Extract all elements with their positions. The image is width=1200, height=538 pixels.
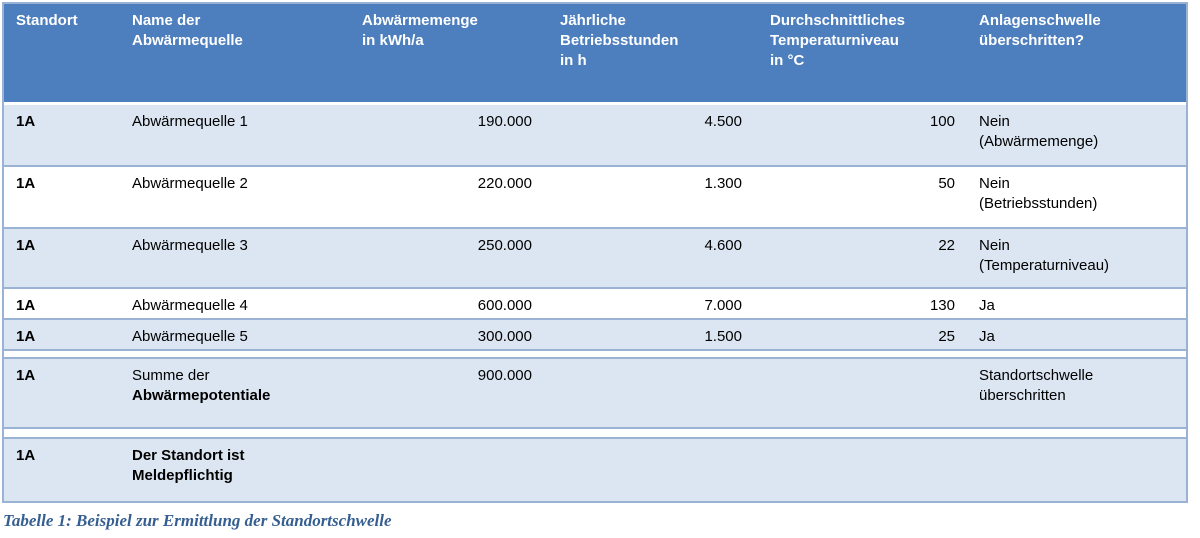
table-row: 1A Abwärmequelle 3 250.000 4.600 22 Nein…: [4, 227, 1186, 287]
cell-stunden: 1.300: [704, 175, 742, 192]
cell-anlagen: Ja: [979, 328, 995, 345]
table-row: 1A Abwärmequelle 4 600.000 7.000 130 Ja: [4, 287, 1186, 318]
cell-name: Abwärmequelle 2: [132, 175, 248, 192]
column-header-betriebsstunden: Jährliche Betriebsstunden in h: [560, 12, 679, 69]
cell-menge: 190.000: [477, 113, 532, 130]
table-caption: Tabelle 1: Beispiel zur Ermittlung der S…: [3, 511, 392, 530]
cell-menge: 250.000: [477, 237, 532, 254]
cell-empty: [350, 439, 548, 501]
cell-stunden: 4.500: [704, 113, 742, 130]
cell-name: Abwärmequelle 3: [132, 237, 248, 254]
cell-standortschwelle-status: Standortschwelle überschritten: [979, 367, 1094, 404]
column-header-name: Name der Abwärmequelle: [132, 12, 243, 49]
cell-name: Abwärmequelle 5: [132, 328, 248, 345]
cell-summe-name: Summe der Abwärmepotentiale: [120, 359, 350, 427]
table-row: 1A Abwärmequelle 5 300.000 1.500 25 Ja: [4, 318, 1186, 349]
cell-empty: [758, 439, 967, 501]
cell-stunden: 1.500: [704, 328, 742, 345]
cell-menge: 220.000: [477, 175, 532, 192]
cell-result-text: Der Standort ist Meldepflichtig: [132, 447, 245, 484]
summe-label-line1: Summe der: [132, 367, 210, 384]
cell-anlagen: Nein (Temperaturniveau): [979, 237, 1110, 274]
cell-empty: [548, 439, 758, 501]
cell-standort: 1A: [16, 297, 36, 314]
table-row: 1A Abwärmequelle 1 190.000 4.500 100 Nei…: [4, 105, 1186, 165]
cell-temp: 25: [938, 328, 955, 345]
cell-temp: 22: [938, 237, 955, 254]
cell-standort: 1A: [16, 328, 36, 345]
cell-standort: 1A: [16, 113, 36, 130]
cell-menge: 600.000: [477, 297, 532, 314]
cell-standort: 1A: [16, 447, 36, 464]
cell-standort: 1A: [16, 175, 36, 192]
cell-summe-menge: 900.000: [477, 367, 532, 384]
summe-label-line2: Abwärmepotentiale: [132, 387, 271, 404]
table-spacer-row: [4, 349, 1186, 357]
table-header-row: Standort Name der Abwärmequelle Abwärmem…: [4, 4, 1186, 105]
column-header-standort: Standort: [16, 12, 78, 29]
table-spacer-row: [4, 427, 1186, 437]
cell-stunden: 4.600: [704, 237, 742, 254]
cell-temp: 50: [938, 175, 955, 192]
column-header-temperaturniveau: Durchschnittliches Temperaturniveau in °…: [770, 12, 906, 69]
standortschwelle-table: Standort Name der Abwärmequelle Abwärmem…: [2, 2, 1188, 503]
summary-row: 1A Summe der Abwärmepotentiale 900.000 St…: [4, 357, 1186, 427]
cell-temp: 100: [929, 113, 955, 130]
cell-anlagen: Ja: [979, 297, 995, 314]
column-header-abwaermemenge: Abwärmemenge in kWh/a: [362, 12, 478, 49]
cell-name: Abwärmequelle 4: [132, 297, 248, 314]
cell-temp: 130: [929, 297, 955, 314]
table-row: 1A Abwärmequelle 2 220.000 1.300 50 Nein…: [4, 165, 1186, 227]
cell-standort: 1A: [16, 237, 36, 254]
cell-menge: 300.000: [477, 328, 532, 345]
cell-anlagen: Nein (Betriebsstunden): [979, 175, 1098, 212]
cell-empty: [758, 359, 967, 427]
column-header-anlagenschwelle: Anlagenschwelle überschritten?: [979, 12, 1101, 49]
cell-standort: 1A: [16, 367, 36, 384]
cell-name: Abwärmequelle 1: [132, 113, 248, 130]
cell-empty: [548, 359, 758, 427]
result-row: 1A Der Standort ist Meldepflichtig: [4, 437, 1186, 501]
cell-anlagen: Nein (Abwärmemenge): [979, 113, 1099, 150]
cell-empty: [967, 439, 1186, 501]
cell-stunden: 7.000: [704, 297, 742, 314]
